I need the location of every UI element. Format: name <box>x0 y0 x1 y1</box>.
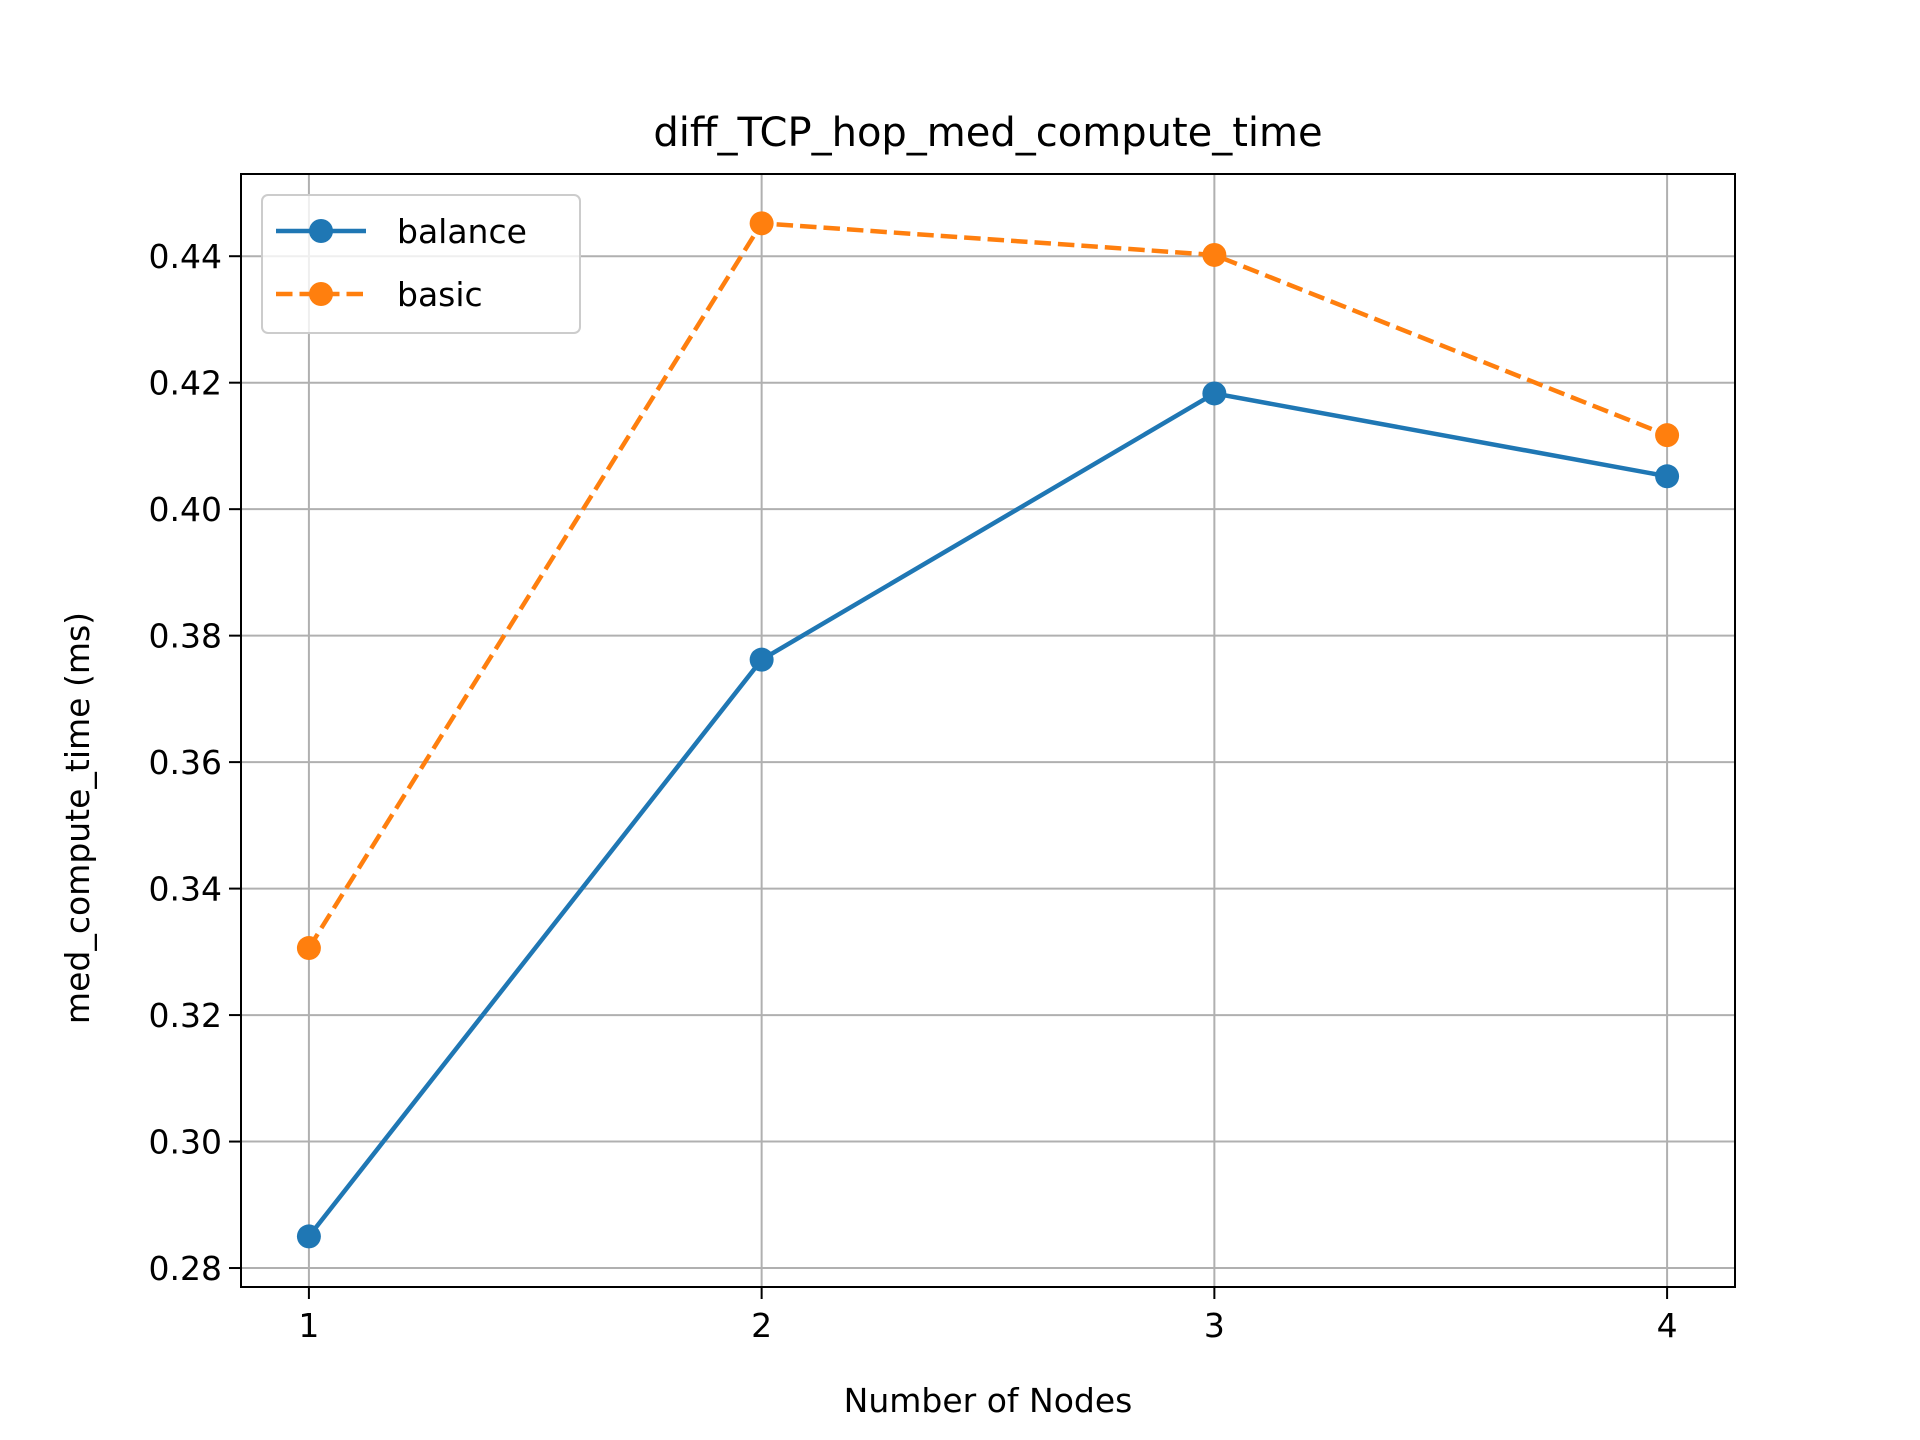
legend-marker-balance <box>309 219 333 243</box>
data-point-basic <box>1655 423 1680 448</box>
y-tick-label: 0.42 <box>149 364 222 403</box>
x-tick-label: 2 <box>751 1306 772 1345</box>
legend-label-basic: basic <box>397 275 483 314</box>
series-line-balance <box>307 391 1668 1238</box>
x-tick-label: 4 <box>1657 1306 1678 1345</box>
y-tick-label: 0.40 <box>149 490 222 529</box>
legend: balance basic <box>261 194 581 334</box>
y-tick-label: 0.28 <box>149 1249 222 1288</box>
y-axis-label: med_compute_time (ms) <box>58 612 97 1024</box>
axis-ticks: 1 2 3 4 0.28 0.30 0.32 0.34 0.36 0.38 0.40 0.42 0.44 <box>149 237 1678 1345</box>
y-tick-label: 0.36 <box>149 743 222 782</box>
data-point-basic <box>749 211 774 236</box>
legend-marker-basic <box>309 282 333 306</box>
x-tick-label: 3 <box>1204 1306 1225 1345</box>
legend-label-balance: balance <box>397 212 527 251</box>
data-point-balance <box>749 647 774 672</box>
y-tick-label: 0.38 <box>149 617 222 656</box>
data-point-basic <box>1202 242 1227 267</box>
y-tick-label: 0.34 <box>149 870 222 909</box>
series <box>296 211 1680 1249</box>
data-point-balance <box>296 1224 321 1249</box>
y-tick-label: 0.32 <box>149 996 222 1035</box>
chart-title: diff_TCP_hop_med_compute_time <box>653 110 1322 156</box>
series-line-basic <box>307 221 1668 950</box>
y-tick-label: 0.30 <box>149 1123 222 1162</box>
data-point-basic <box>296 936 321 961</box>
data-point-balance <box>1655 464 1680 489</box>
x-axis-label: Number of Nodes <box>844 1381 1133 1420</box>
data-point-balance <box>1202 381 1227 406</box>
grid <box>241 174 1735 1287</box>
x-tick-label: 1 <box>298 1306 319 1345</box>
y-tick-label: 0.44 <box>149 237 222 276</box>
plot-frame <box>240 173 1736 1288</box>
